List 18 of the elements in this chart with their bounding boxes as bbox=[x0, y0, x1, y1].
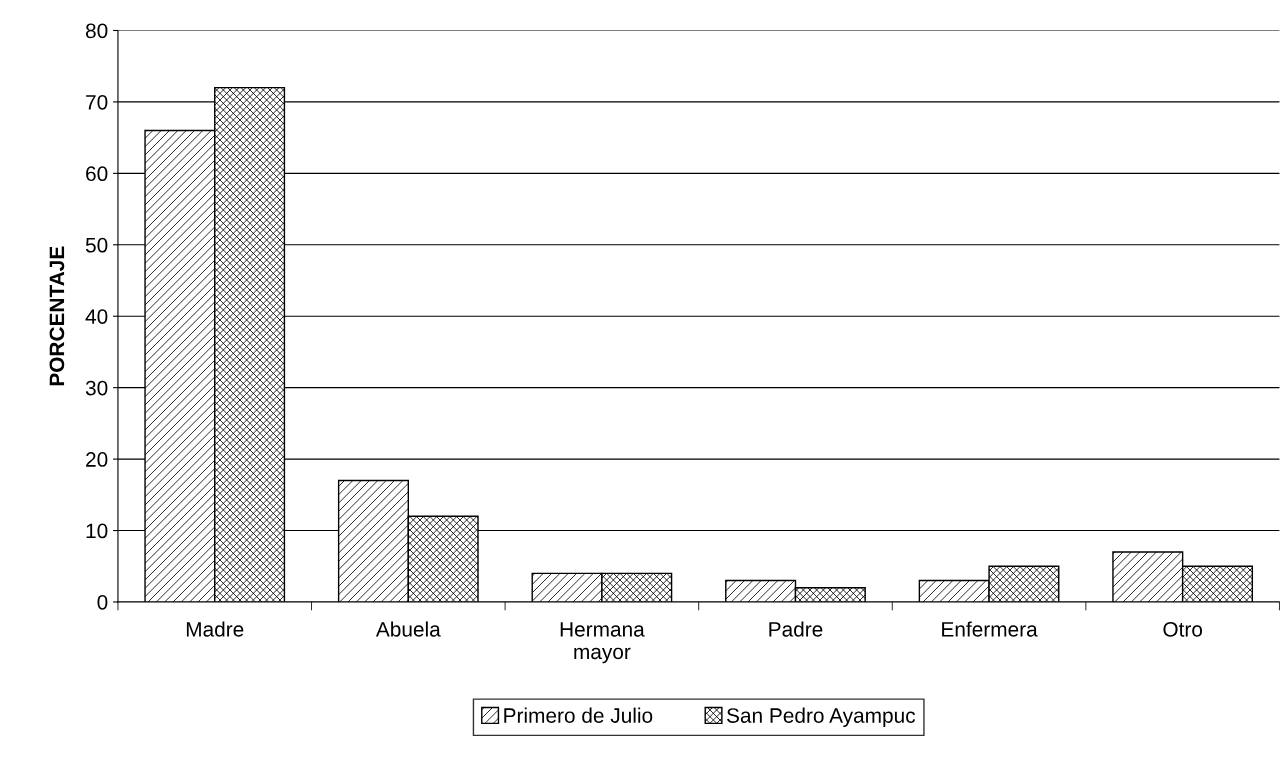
y-tick-label: 0 bbox=[97, 594, 108, 610]
y-tick-label: 40 bbox=[85, 309, 108, 324]
y-tick-label: 60 bbox=[86, 166, 108, 182]
x-tick-label: Enfermera bbox=[942, 621, 1038, 637]
x-tick-label: Hermana mayor bbox=[560, 622, 645, 664]
y-tick-label: 30 bbox=[85, 380, 108, 396]
x-tick-label: Madre bbox=[186, 621, 244, 637]
y-tick-label: 10 bbox=[86, 523, 108, 539]
x-tick-label: Otro bbox=[1163, 621, 1203, 637]
legend-label: Primero de Julio bbox=[504, 707, 653, 723]
y-axis-title: PORCENTAJE bbox=[49, 246, 65, 386]
y-tick-label: 70 bbox=[86, 94, 108, 110]
y-tick-label: 50 bbox=[85, 237, 108, 253]
x-tick-label: Abuela bbox=[375, 621, 441, 637]
y-tick-label: 20 bbox=[86, 452, 108, 467]
legend-label: San Pedro Ayampuc bbox=[726, 707, 916, 727]
y-tick-label: 80 bbox=[85, 23, 108, 39]
x-tick-label: Padre bbox=[769, 621, 823, 637]
